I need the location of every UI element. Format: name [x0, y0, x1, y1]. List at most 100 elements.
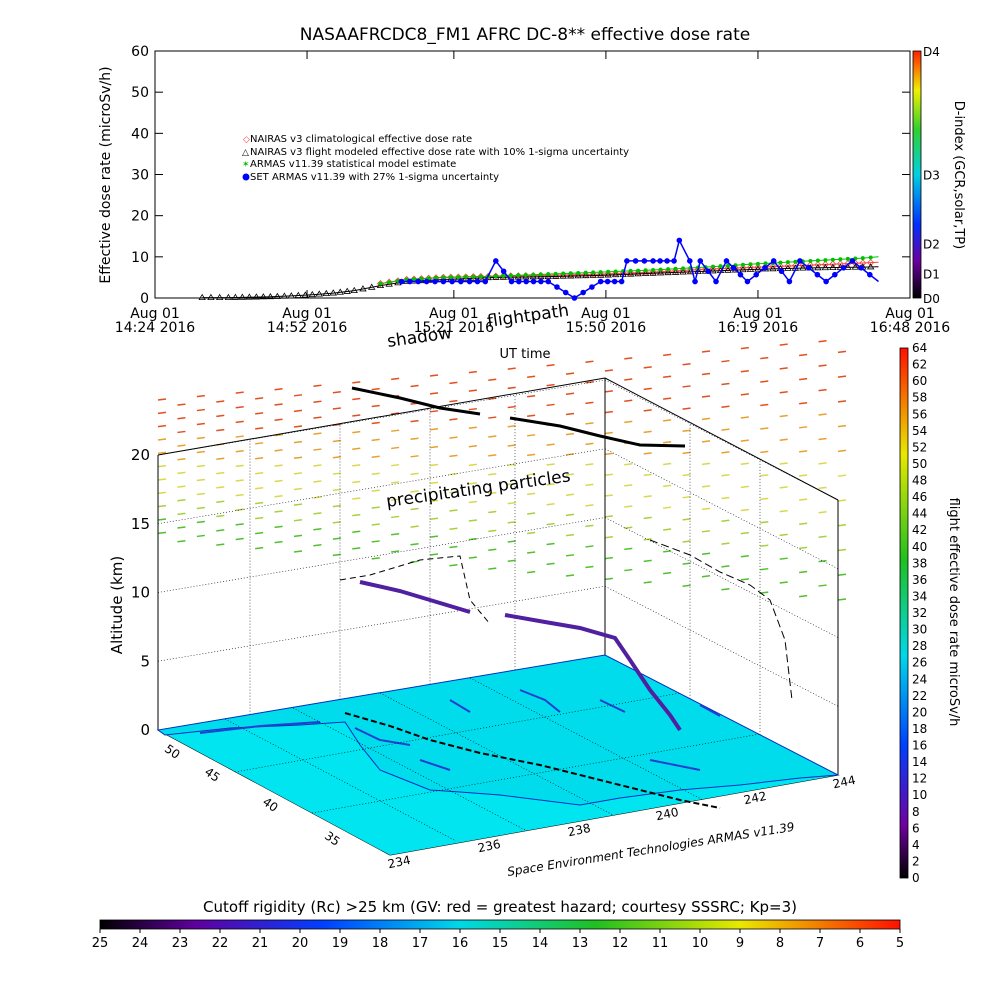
rc-tick-label: 14 — [532, 936, 549, 951]
longitude-tick-label: 244 — [832, 773, 857, 791]
shadow-path-top — [351, 386, 686, 448]
data-point — [649, 269, 657, 276]
data-point — [718, 264, 723, 269]
particle-dash — [624, 526, 633, 529]
dindex-tick-label: D1 — [923, 267, 940, 281]
particle-dash — [701, 485, 711, 488]
particle-dash — [624, 420, 633, 424]
data-point — [322, 289, 330, 297]
data-point — [829, 263, 837, 270]
particle-dash — [643, 559, 652, 563]
particle-dash — [760, 450, 769, 454]
particle-dash — [410, 472, 419, 476]
data-point — [469, 273, 477, 281]
particle-dash — [507, 521, 516, 524]
particle-dash — [391, 412, 400, 415]
data-point — [632, 258, 639, 264]
particle-dash — [760, 356, 769, 360]
rc-tick-label: 22 — [212, 936, 229, 951]
annotation-flightpath: flightpath — [486, 301, 570, 332]
data-point — [624, 258, 630, 264]
dose-colorbar-tick-label: 12 — [912, 772, 927, 786]
data-point — [412, 277, 417, 282]
particle-dash — [293, 440, 303, 444]
data-point — [784, 264, 792, 271]
particle-dash — [779, 557, 788, 560]
particle-dash — [624, 462, 633, 466]
particle-dash — [274, 540, 283, 544]
rc-tick-label: 18 — [372, 936, 389, 951]
x-tick-label-line2: 16:48 2016 — [870, 320, 951, 336]
particle-dash — [332, 472, 341, 475]
particle-dash — [352, 513, 361, 517]
data-point — [694, 267, 702, 274]
particle-dash — [527, 453, 536, 457]
particle-dash — [701, 395, 711, 398]
rc-tick-label: 25 — [92, 936, 109, 951]
particle-dash — [488, 416, 497, 419]
rc-tick-label: 8 — [776, 936, 784, 951]
dindex-tick-label: D2 — [923, 238, 940, 252]
series-3 — [398, 237, 879, 301]
particle-dash — [274, 418, 283, 422]
data-point — [597, 278, 604, 285]
data-point — [581, 271, 590, 279]
series-1 — [198, 263, 879, 300]
data-point — [224, 293, 233, 300]
particle-dash — [760, 497, 769, 501]
data-point — [868, 255, 873, 260]
data-point — [815, 258, 820, 263]
data-point — [493, 274, 498, 279]
data-point — [501, 273, 506, 278]
data-point — [523, 273, 528, 278]
particle-dash — [721, 382, 730, 386]
particle-dash — [468, 482, 477, 485]
particle-dash — [546, 562, 555, 566]
data-point — [673, 266, 678, 271]
data-point — [301, 291, 310, 298]
particle-dash — [682, 385, 691, 388]
precipitating-particles-field — [157, 339, 847, 601]
data-point — [686, 258, 693, 264]
particle-dash — [332, 537, 341, 540]
data-point — [740, 262, 745, 267]
particle-dash — [837, 523, 847, 527]
particle-dash — [779, 390, 788, 394]
particle-dash — [196, 422, 205, 426]
x-axis-label: UT time — [500, 347, 551, 362]
rc-colorbar — [99, 919, 901, 930]
data-point — [596, 271, 605, 278]
data-point — [492, 258, 499, 264]
particle-dash — [682, 518, 691, 521]
flightpath-ground-track — [344, 712, 721, 809]
particle-dash — [468, 407, 477, 411]
data-point — [466, 278, 473, 285]
particle-dash — [604, 556, 613, 560]
data-point — [836, 260, 844, 268]
particle-dash — [235, 537, 244, 541]
particle-dash — [352, 497, 361, 500]
data-point — [571, 295, 578, 301]
data-point — [697, 258, 704, 264]
particle-dash — [332, 456, 341, 459]
rc-tick-label: 7 — [816, 936, 824, 951]
y-tick-label: 50 — [131, 85, 149, 101]
particle-dash — [313, 384, 322, 388]
particle-dash — [177, 403, 186, 406]
particle-dash — [507, 425, 516, 428]
x-tick-label-line1: Aug 01 — [581, 306, 631, 322]
data-point — [287, 292, 296, 299]
particle-dash — [157, 531, 167, 535]
particle-dash — [410, 384, 419, 388]
particle-dash — [682, 473, 691, 477]
data-point — [744, 278, 751, 285]
particle-dash — [429, 445, 439, 449]
data-point — [456, 275, 461, 280]
data-point — [419, 276, 424, 281]
dose-colorbar-tick-label: 10 — [912, 788, 927, 802]
data-point — [531, 272, 536, 277]
flightpath-3d — [359, 580, 682, 732]
wall-gridline — [157, 379, 606, 456]
particle-dash — [799, 522, 808, 525]
data-point — [664, 268, 672, 276]
